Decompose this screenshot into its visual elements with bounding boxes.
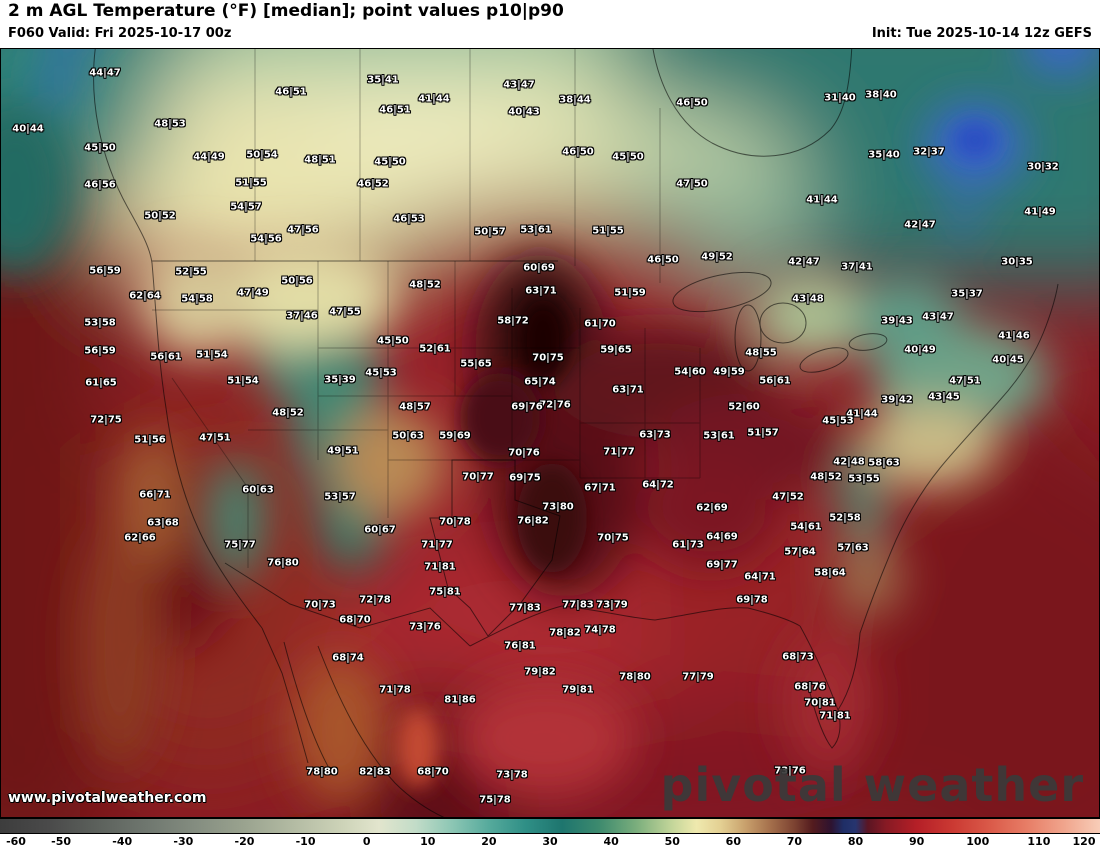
map-borders [93,48,1059,818]
colorbar-tick-label: 40 [603,835,619,848]
page-title: 2 m AGL Temperature (°F) [median]; point… [8,1,564,21]
colorbar-tick-label: 90 [909,835,925,848]
colorbar-tick-label: -30 [173,835,194,848]
colorbar-tick-label: -50 [51,835,72,848]
colorbar-tick-label: 120 [1072,835,1096,848]
map-area: 44|47 35|41 43|47 46|51 38|40 31|40 41|44 38|44… [0,48,1100,818]
colorbar-tick-label: 110 [1027,835,1051,848]
watermark-brand-logo: pivotal weather [660,758,1084,812]
colorbar-tick-label: -40 [112,835,133,848]
colorbar-tick-label: 30 [542,835,558,848]
colorbar-tick-label: 80 [847,835,864,848]
colorbar-tick-label: 20 [481,835,497,848]
map-field-accents [396,122,997,788]
init-time-label: Init: Tue 2025-10-14 12z GEFS [871,26,1092,41]
watermark-url: www.pivotalweather.com [8,790,207,806]
colorbar-tick-label: 60 [725,835,741,848]
temperature-map [0,48,1100,818]
colorbar-tick-label: 10 [420,835,436,848]
map-field-washes [0,48,1100,818]
map-borders-grid [152,48,701,568]
colorbar-tick-label: -10 [295,835,316,848]
valid-time-label: F060 Valid: Fri 2025-10-17 00z [8,26,232,41]
colorbar-tick-label: 100 [966,835,990,848]
colorbar-tick-label: 70 [786,835,803,848]
colorbar-ticks: -60 -50 -40 -30 -20 -10 0 10 20 30 40 50 60 70 80 90 100… [0,835,1100,850]
colorbar-tick-label: 50 [664,835,680,848]
colorbar-tick-label: -60 [6,835,26,848]
colorbar-tick-label: 0 [362,835,371,848]
colorbar-tick-label: -20 [234,835,255,848]
header: 2 m AGL Temperature (°F) [median]; point… [0,0,1100,48]
colorbar [0,818,1100,834]
